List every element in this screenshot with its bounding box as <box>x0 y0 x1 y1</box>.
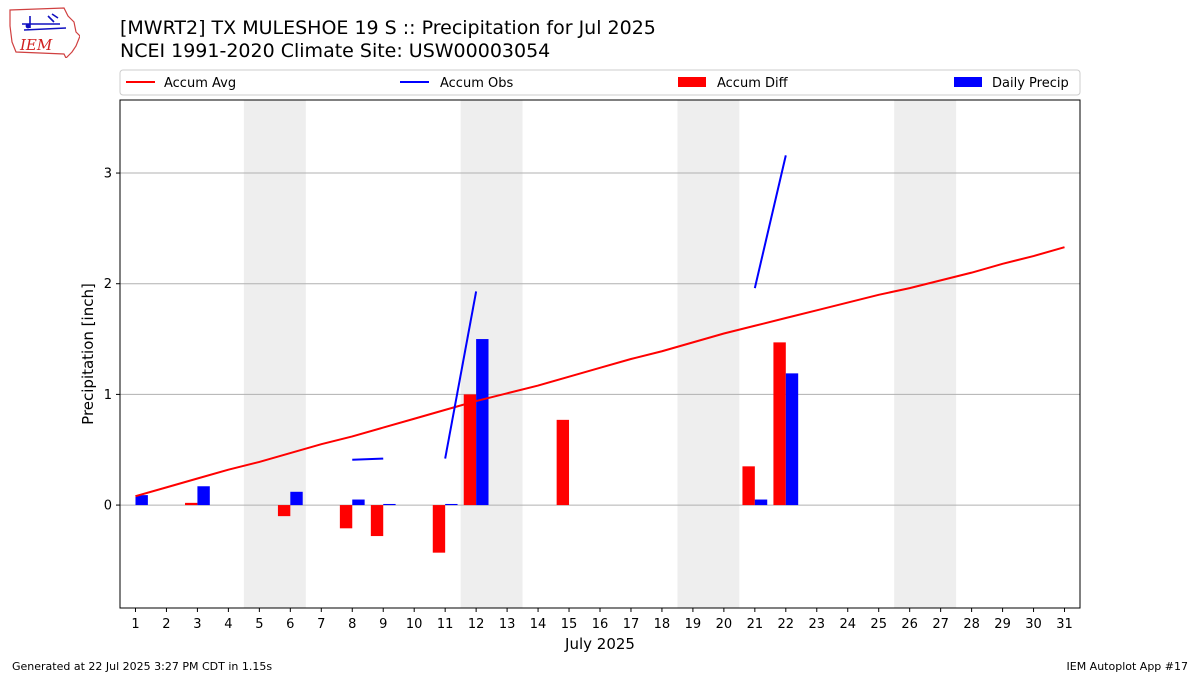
generated-timestamp: Generated at 22 Jul 2025 3:27 PM CDT in … <box>12 660 273 673</box>
y-axis-label: Precipitation [inch] <box>79 283 97 425</box>
bar-daily-precip <box>754 499 768 506</box>
x-tick-label: 19 <box>685 617 702 632</box>
x-tick-label: 1 <box>131 617 139 632</box>
y-tick-label: 0 <box>104 499 112 514</box>
legend-label-accum-diff: Accum Diff <box>717 76 789 91</box>
x-tick-label: 24 <box>839 617 856 632</box>
y-tick-label: 1 <box>104 388 112 403</box>
x-axis-label: July 2025 <box>564 635 635 653</box>
line-accum-obs <box>444 291 478 459</box>
x-tick-label: 5 <box>255 617 263 632</box>
chart-title: [MWRT2] TX MULESHOE 19 S :: Precipitatio… <box>120 17 656 39</box>
x-tick-label: 7 <box>317 617 325 632</box>
x-tick-label: 29 <box>994 617 1011 632</box>
x-tick-label: 3 <box>193 617 201 632</box>
x-tick-label: 16 <box>592 617 609 632</box>
y-tick-label: 3 <box>104 167 112 182</box>
x-tick-label: 20 <box>716 617 733 632</box>
line-accum-avg <box>135 246 1065 498</box>
x-tick-label: 9 <box>379 617 387 632</box>
bar-daily-precip <box>785 373 799 506</box>
x-tick-label: 22 <box>778 617 795 632</box>
x-tick-label: 10 <box>406 617 423 632</box>
legend-label-daily-precip: Daily Precip <box>992 76 1069 91</box>
iem-logo: IEM <box>9 7 80 58</box>
bar-daily-precip <box>197 486 210 506</box>
x-tick-label: 6 <box>286 617 294 632</box>
bar-accum-diff <box>370 505 384 537</box>
weather-station-icon <box>22 13 67 31</box>
x-tick-label: 11 <box>437 617 454 632</box>
bar-daily-precip <box>445 503 458 506</box>
weekend-band <box>243 100 306 608</box>
line-accum-obs <box>352 457 384 461</box>
x-tick-label: 17 <box>623 617 640 632</box>
x-tick-label: 25 <box>870 617 887 632</box>
chart-subtitle: NCEI 1991-2020 Climate Site: USW00003054 <box>120 40 551 62</box>
x-tick-label: 8 <box>348 617 356 632</box>
lines <box>135 155 1065 498</box>
x-tick-label: 15 <box>561 617 578 632</box>
x-tick-label: 28 <box>963 617 980 632</box>
line-accum-obs <box>753 155 787 289</box>
weekend-band <box>894 100 957 608</box>
x-tick-label: 2 <box>162 617 170 632</box>
bar-daily-precip <box>352 499 365 506</box>
x-tick-label: 13 <box>499 617 516 632</box>
y-axis-ticks: 0 1 2 3 <box>104 167 120 514</box>
bar-accum-diff <box>463 394 477 506</box>
x-tick-label: 12 <box>468 617 485 632</box>
legend-frame <box>119 69 1081 96</box>
sensor-dot-icon <box>25 23 31 29</box>
bar-accum-diff <box>742 466 755 506</box>
x-tick-label: 18 <box>654 617 671 632</box>
legend: Accum Avg Accum Obs Accum Diff Daily Pre… <box>119 69 1081 96</box>
x-tick-label: 31 <box>1056 617 1073 632</box>
x-tick-label: 30 <box>1025 617 1042 632</box>
bar-accum-diff <box>339 505 353 529</box>
legend-swatch-accum-diff <box>678 77 706 87</box>
app-label: IEM Autoplot App #17 <box>1066 660 1189 673</box>
x-tick-label: 27 <box>932 617 949 632</box>
bars <box>135 339 799 553</box>
weekend-band <box>677 100 740 608</box>
logo-text: IEM <box>19 36 53 54</box>
bar-accum-diff <box>185 502 198 506</box>
legend-label-accum-obs: Accum Obs <box>440 76 513 91</box>
bar-daily-precip <box>476 339 489 506</box>
y-tick-label: 2 <box>104 277 112 292</box>
x-tick-label: 26 <box>901 617 918 632</box>
x-tick-label: 14 <box>530 617 547 632</box>
x-tick-label: 4 <box>224 617 232 632</box>
x-tick-label: 21 <box>747 617 764 632</box>
bar-daily-precip <box>290 491 303 506</box>
iowa-outline-icon <box>9 7 80 58</box>
bar-accum-diff <box>277 505 291 517</box>
bar-accum-diff <box>556 419 570 506</box>
weekend-band <box>460 100 523 608</box>
legend-swatch-daily-precip <box>954 77 982 87</box>
bar-daily-precip <box>135 495 148 506</box>
bar-accum-diff <box>773 342 786 506</box>
weekend-shading <box>243 100 957 608</box>
bar-accum-diff <box>432 505 446 553</box>
bar-daily-precip <box>383 503 396 506</box>
x-axis-ticks: 1 2 3 4 5 6 7 8 9 10 11 12 13 14 15 16 17 18 19 20 21 22 23 24 2… <box>131 608 1073 632</box>
x-tick-label: 23 <box>809 617 826 632</box>
legend-label-accum-avg: Accum Avg <box>164 76 236 91</box>
